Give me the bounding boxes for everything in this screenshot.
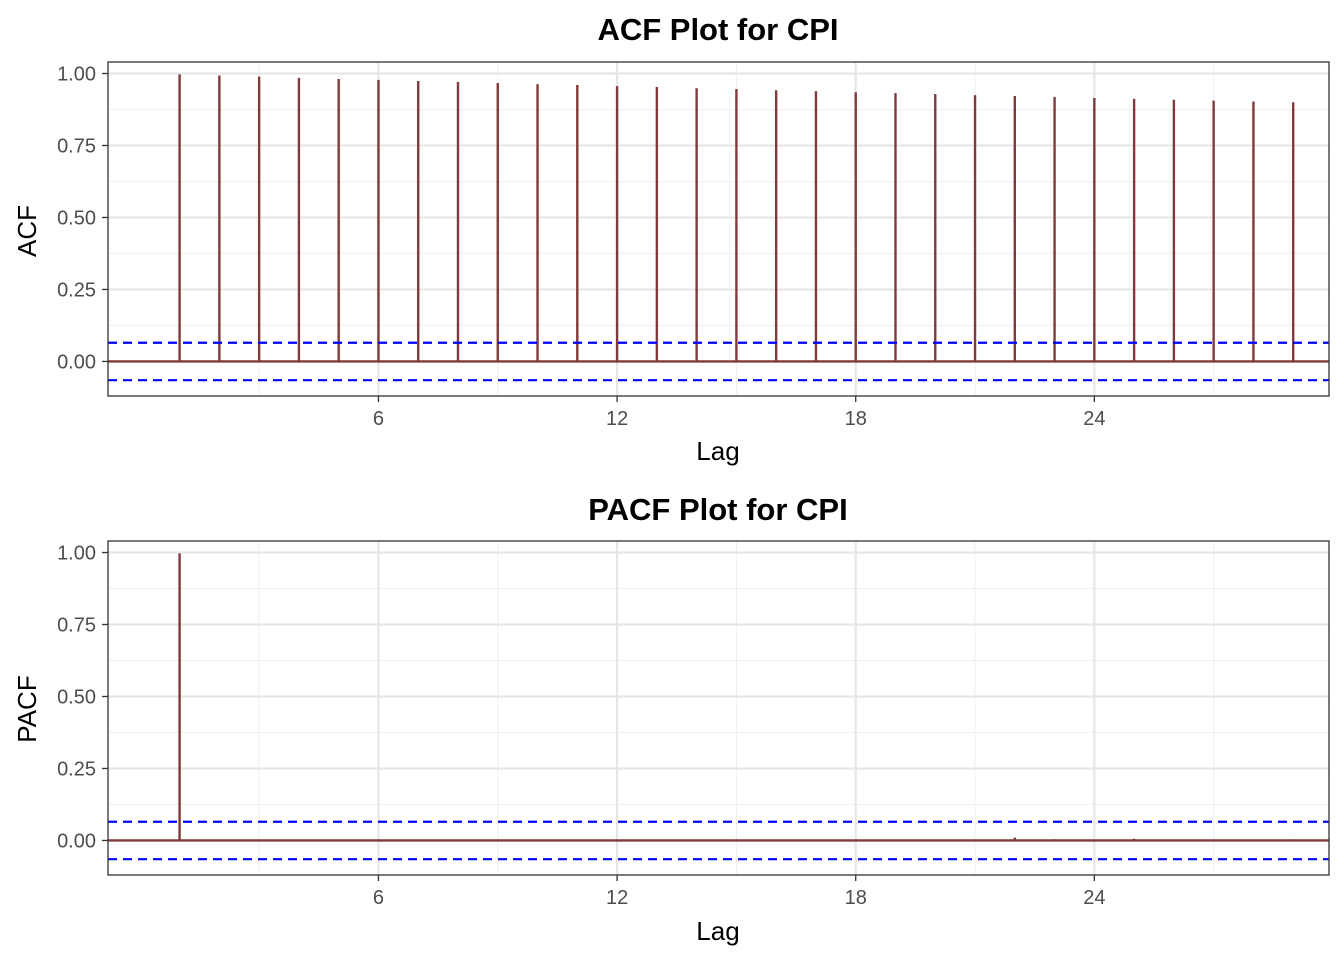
acf-x-tick-label: 24 bbox=[1083, 408, 1105, 430]
acf-x-tick-label: 18 bbox=[845, 408, 867, 430]
acf-x-axis-label: Lag bbox=[696, 436, 739, 466]
pacf-y-tick-label: 1.00 bbox=[57, 543, 96, 565]
pacf-x-tick-label: 12 bbox=[606, 887, 628, 909]
acf-y-tick-label: 0.50 bbox=[57, 207, 96, 229]
pacf-x-axis-label: Lag bbox=[696, 916, 739, 946]
pacf-y-tick-label: 0.00 bbox=[57, 830, 96, 852]
pacf-x-tick-label: 18 bbox=[845, 887, 867, 909]
acf-y-tick-label: 1.00 bbox=[57, 64, 96, 86]
acf-x-tick-label: 6 bbox=[373, 408, 384, 430]
pacf-y-tick-label: 0.25 bbox=[57, 758, 96, 780]
pacf-y-tick-label: 0.50 bbox=[57, 686, 96, 708]
acf-y-tick-label: 0.00 bbox=[57, 351, 96, 373]
acf-panel-border bbox=[107, 61, 1330, 397]
acf-title: ACF Plot for CPI bbox=[597, 12, 838, 47]
pacf-panel: PACF Plot for CPI PACF Lag 0.00 0.25 0.50 0… bbox=[12, 492, 1330, 946]
acf-y-axis-label: ACF bbox=[12, 205, 42, 257]
pacf-x-tick-label: 6 bbox=[373, 887, 384, 909]
pacf-y-axis-label: PACF bbox=[12, 675, 42, 742]
acf-panel: ACF Plot for CPI ACF Lag 0.00 0.25 0.50 0.7… bbox=[12, 12, 1330, 466]
pacf-panel-border bbox=[107, 540, 1330, 876]
acf-x-tick-label: 12 bbox=[606, 408, 628, 430]
acf-y-tick-label: 0.25 bbox=[57, 279, 96, 301]
acf-y-tick-label: 0.75 bbox=[57, 136, 96, 158]
pacf-title: PACF Plot for CPI bbox=[588, 492, 847, 527]
pacf-x-tick-label: 24 bbox=[1083, 887, 1105, 909]
pacf-y-tick-label: 0.75 bbox=[57, 615, 96, 637]
